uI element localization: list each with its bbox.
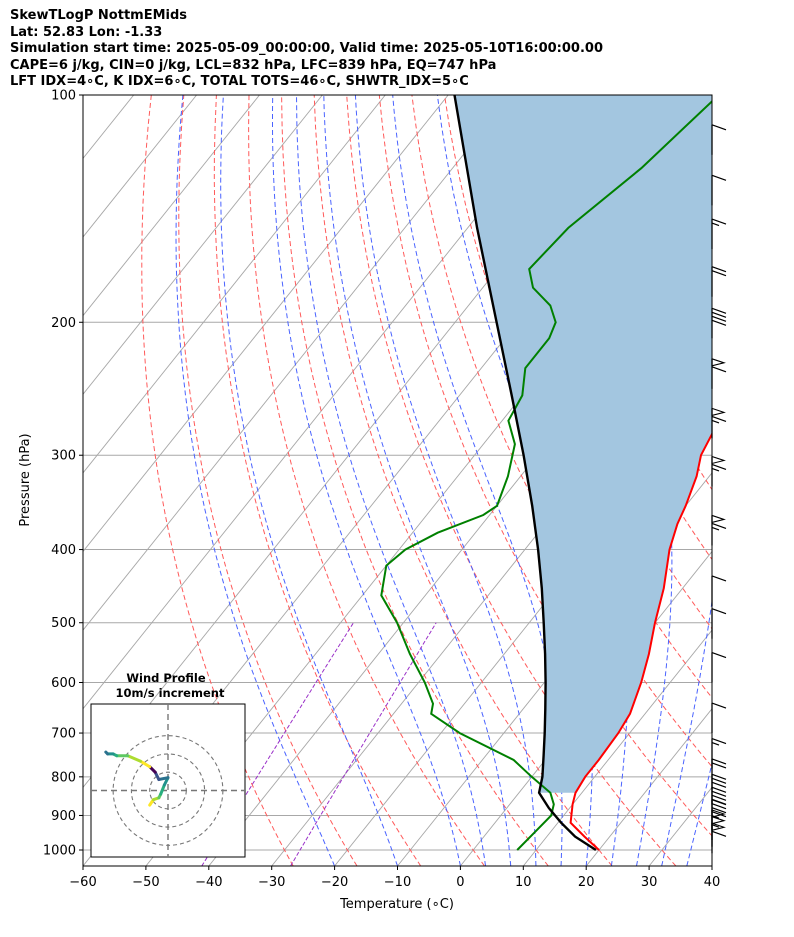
location-line: Lat: 52.83 Lon: -1.33 [10,24,163,40]
x-tick-label: 20 [578,875,595,890]
wind-barb [711,702,727,734]
hodograph-ring [130,753,206,828]
y-tick-label: 300 [51,449,76,464]
x-tick-label: 30 [641,875,658,890]
moist-adiabat [354,95,537,866]
x-axis-label: Temperature (∘C) [339,897,454,912]
wind-barb [711,514,727,546]
wind-barb [711,575,727,606]
hodograph-segment [139,759,152,769]
isotherm [83,95,260,317]
hodograph-title: Wind Profile [126,671,206,685]
moist-adiabat [644,95,712,866]
dewpoint-line [380,99,712,851]
profiles [380,95,712,852]
temperature-line [569,431,712,851]
cape-area [454,95,712,793]
y-tick-label: 400 [51,543,76,558]
isotherm [711,865,712,866]
wind-barb [711,608,727,639]
moist-adiabat [220,95,398,866]
isotherm [208,236,712,866]
parcel-params-line: CAPE=6 j/kg, CIN=0 j/kg, LCL=832 hPa, LF… [10,57,497,73]
y-axis: 100 200 300 400 500 600 700 800 900 1000 [43,89,83,859]
hodograph-segment [104,750,110,756]
x-tick-label: −40 [195,875,222,890]
hodograph-inset: Wind Profile 10m/s increment [90,671,246,858]
moist-adiabat [296,95,487,866]
wind-barb [711,358,727,389]
time-line: Simulation start time: 2025-05-09_00:00:… [10,41,603,57]
y-tick-label: 500 [51,616,76,631]
dry-adiabat [141,95,294,866]
wind-barb [711,266,727,297]
parcel-line [453,95,597,852]
hodograph-segment [157,776,170,782]
y-tick-label: 200 [51,316,76,331]
moist-adiabat [272,95,461,866]
mixing-ratio-line [201,622,354,866]
hodograph-ring [149,771,187,810]
x-tick-label: −20 [321,875,348,890]
wind-barb [711,407,727,439]
stability-indices-line: LFT IDX=4∘C, K IDX=6∘C, TOTAL TOTS=46∘C,… [10,74,469,90]
dry-adiabat [770,95,794,866]
x-tick-label: −30 [258,875,285,890]
x-tick-label: 40 [704,875,721,890]
isotherm [83,95,386,474]
x-tick-label: 0 [456,875,464,890]
wind-barb [711,174,727,206]
y-tick-label: 700 [51,727,76,742]
hodograph-segment [159,783,166,796]
wind-barb [711,737,727,769]
y-tick-label: 100 [51,89,76,104]
dry-adiabat [346,95,677,866]
dry-adiabat [213,95,422,866]
wind-barb [711,307,727,339]
moist-adiabat [323,95,512,866]
dry-adiabat [313,95,613,866]
hodograph-segment [126,754,143,763]
y-tick-label: 900 [51,809,76,824]
x-tick-label: −60 [69,875,96,890]
y-tick-label: 800 [51,770,76,785]
x-tick-label: −10 [384,875,411,890]
isotherm [83,95,323,395]
chart-title: SkewTLogP NottmEMids [10,8,188,23]
dry-adiabat [178,95,358,866]
isotherm [83,95,575,710]
isotherm [83,95,197,238]
wind-barbs [711,124,727,854]
isotherm [83,95,449,553]
wind-barb [711,651,727,683]
wind-barb [711,218,727,250]
wind-barb [711,455,727,487]
y-tick-label: 600 [51,676,76,691]
hodograph-subtitle: 10m/s increment [116,686,225,700]
dry-adiabat [704,95,712,115]
chart-header: SkewTLogP NottmEMids Lat: 52.83 Lon: -1.… [10,8,790,91]
x-axis: −60 −50 −40 −30 −20 −10 0 10 20 30 40 [69,866,720,890]
isotherm [83,95,512,631]
y-tick-label: 1000 [43,844,76,859]
y-axis-label: Pressure (hPa) [18,433,33,526]
hodograph-ring [112,735,224,846]
moist-adiabat [175,95,336,866]
dry-adiabat [281,95,549,866]
wind-barb [711,822,727,854]
x-tick-label: 10 [515,875,532,890]
x-tick-label: −50 [132,875,159,890]
dry-adiabat [248,95,485,866]
moist-adiabat [392,95,563,866]
mixing-ratio-line [290,622,437,866]
wind-barb [711,124,727,155]
dry-adiabat [738,95,794,866]
